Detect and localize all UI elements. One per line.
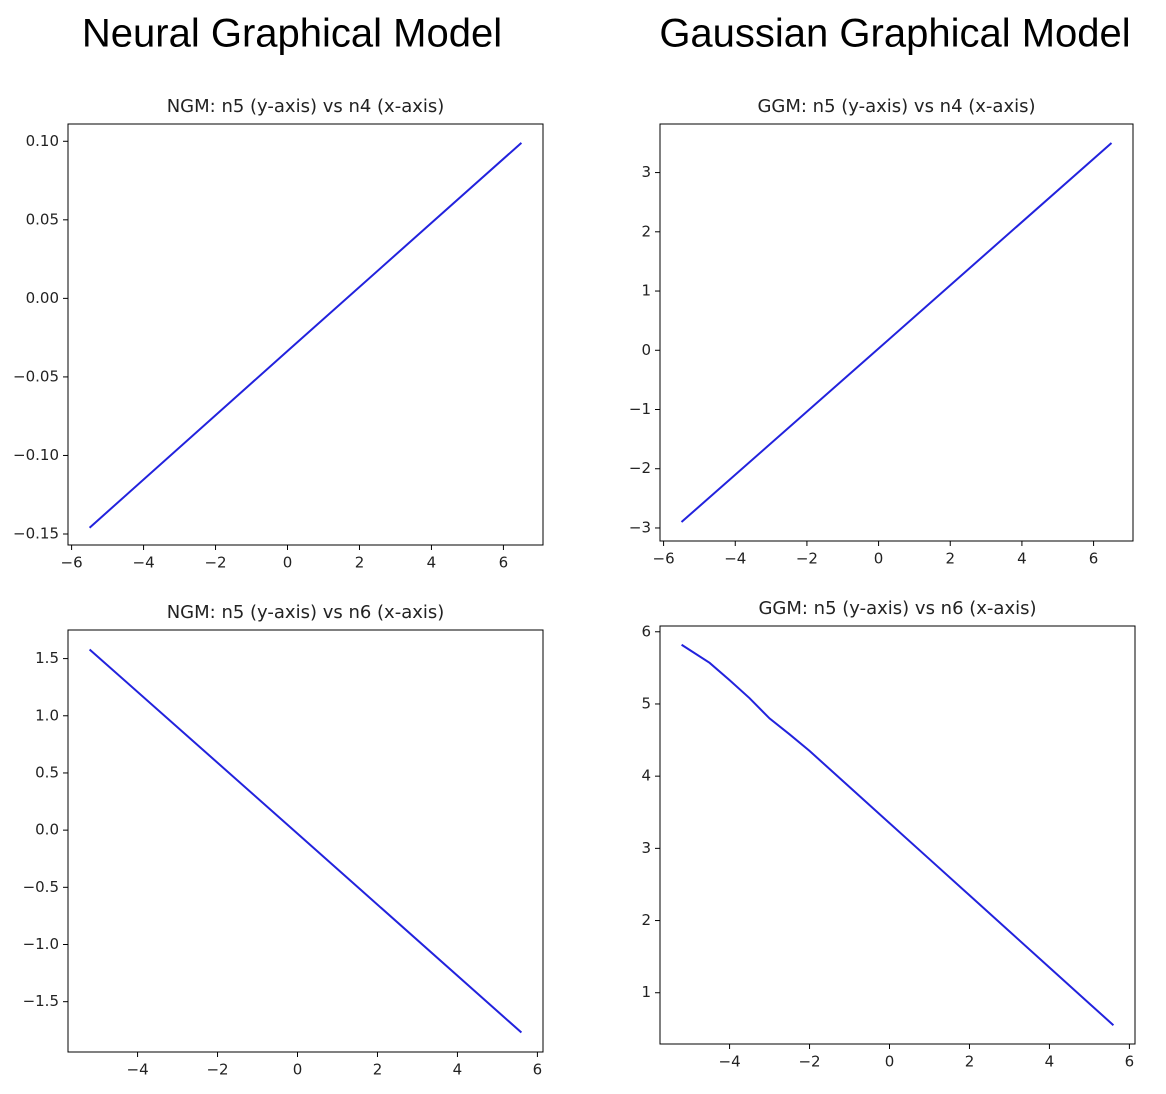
x-tick-label: 0 [874, 550, 884, 568]
data-line [88, 648, 523, 1034]
y-tick-label: 1 [641, 282, 651, 300]
x-tick-label: −2 [798, 1053, 820, 1071]
y-tick-label: −1.0 [23, 935, 59, 953]
y-tick-label: −0.5 [23, 878, 59, 896]
x-tick-label: 6 [533, 1061, 543, 1079]
y-tick-label: −0.10 [13, 446, 59, 464]
y-tick-label: 2 [641, 222, 651, 240]
x-tick-label: −4 [724, 550, 746, 568]
x-tick-label: 2 [355, 554, 365, 572]
x-tick-label: 4 [1017, 550, 1027, 568]
subplot-title: NGM: n5 (y-axis) vs n4 (x-axis) [167, 96, 445, 117]
data-line [88, 142, 523, 529]
x-tick-label: 0 [283, 554, 293, 572]
x-tick-label: 4 [1045, 1053, 1055, 1071]
subplot-title: GGM: n5 (y-axis) vs n4 (x-axis) [757, 96, 1035, 117]
y-tick-label: 1.0 [35, 706, 59, 724]
x-tick-label: −4 [127, 1061, 149, 1079]
y-tick-label: 0.10 [26, 132, 59, 150]
x-tick-label: −2 [206, 1061, 228, 1079]
y-tick-label: 0 [641, 341, 651, 359]
subplot-title: GGM: n5 (y-axis) vs n6 (x-axis) [758, 598, 1036, 619]
y-tick-label: 4 [641, 767, 651, 785]
y-tick-label: 0.00 [26, 289, 59, 307]
y-tick-label: −0.05 [13, 367, 59, 385]
x-tick-label: −2 [204, 554, 226, 572]
y-tick-label: 1.5 [35, 649, 59, 667]
x-tick-label: 0 [885, 1053, 895, 1071]
y-tick-label: 5 [641, 694, 651, 712]
axes-frame [67, 629, 544, 1053]
column-title: Neural Graphical Model [82, 12, 502, 56]
x-tick-label: 2 [945, 550, 955, 568]
y-tick-label: −1 [629, 400, 651, 418]
axes-frame [659, 625, 1136, 1045]
y-tick-label: 0.05 [26, 210, 59, 228]
x-tick-label: 2 [965, 1053, 975, 1071]
x-tick-label: −2 [796, 550, 818, 568]
x-tick-label: −4 [133, 554, 155, 572]
y-tick-label: 1 [641, 983, 651, 1001]
column-title: Gaussian Graphical Model [659, 12, 1130, 56]
y-tick-label: −0.15 [13, 525, 59, 543]
x-tick-label: 6 [1125, 1053, 1135, 1071]
y-tick-label: 0.0 [35, 821, 59, 839]
x-tick-label: 0 [293, 1061, 303, 1079]
data-line [681, 643, 1115, 1026]
data-line [680, 142, 1113, 523]
y-tick-label: −3 [629, 518, 651, 536]
y-tick-label: 3 [641, 163, 651, 181]
axes-frame [659, 123, 1134, 542]
x-tick-label: 2 [373, 1061, 383, 1079]
x-tick-label: −6 [61, 554, 83, 572]
axes-frame [67, 123, 544, 546]
x-tick-label: 6 [499, 554, 509, 572]
y-tick-label: 2 [641, 911, 651, 929]
y-tick-label: 3 [641, 839, 651, 857]
x-tick-label: 4 [427, 554, 437, 572]
y-tick-label: 0.5 [35, 763, 59, 781]
subplot-title: NGM: n5 (y-axis) vs n6 (x-axis) [167, 602, 445, 623]
x-tick-label: 4 [453, 1061, 463, 1079]
x-tick-label: −6 [653, 550, 675, 568]
y-tick-label: −1.5 [23, 992, 59, 1010]
x-tick-label: −4 [719, 1053, 741, 1071]
y-tick-label: 6 [641, 622, 651, 640]
y-tick-label: −2 [629, 459, 651, 477]
x-tick-label: 6 [1089, 550, 1099, 568]
